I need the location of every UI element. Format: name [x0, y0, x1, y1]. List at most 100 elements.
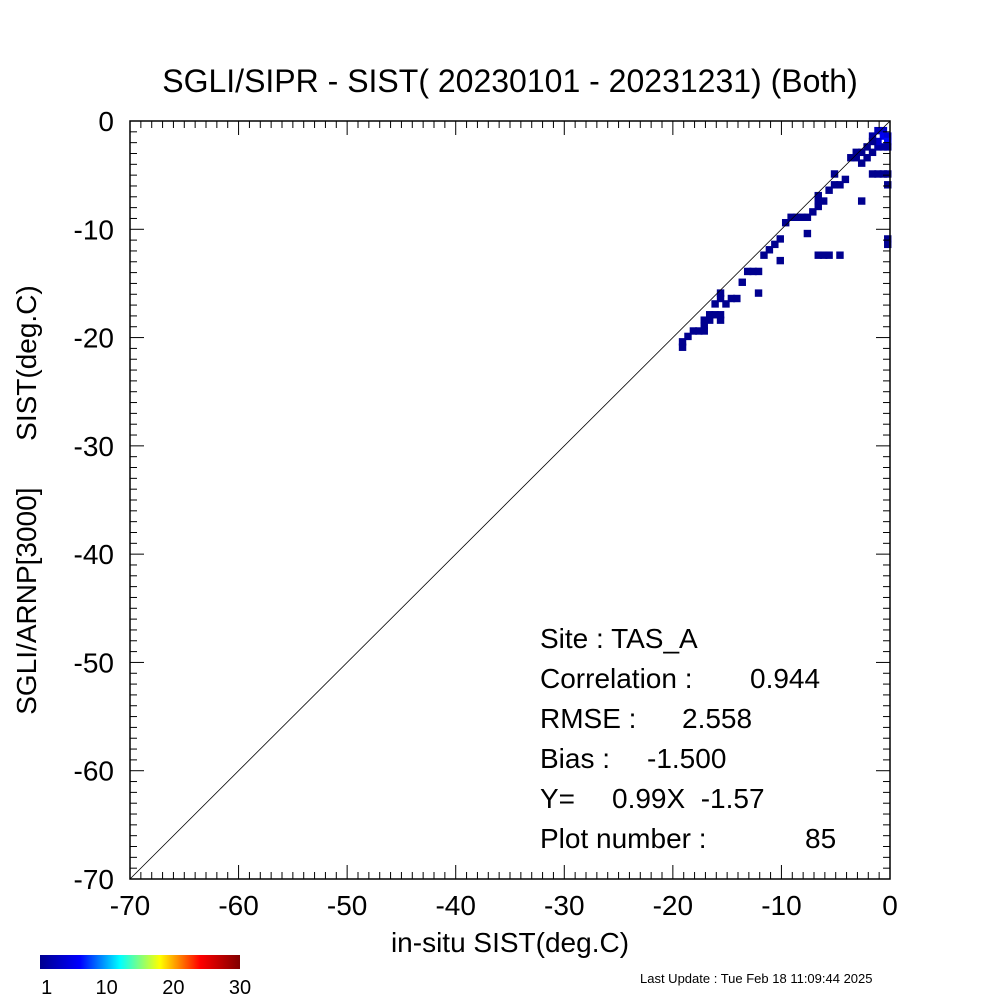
density-cell — [852, 148, 860, 157]
density-cell — [847, 154, 855, 162]
density-cell — [836, 251, 844, 259]
colorbar — [40, 955, 240, 969]
plot-frame — [129, 120, 891, 880]
density-cell — [798, 213, 806, 221]
chart-title: SGLI/SIPR - SIST( 20230101 - 20231231) (… — [162, 63, 857, 99]
x-tick-label: -60 — [218, 890, 258, 921]
density-cell — [836, 181, 844, 189]
density-cell — [874, 143, 882, 151]
x-tick-label: -70 — [110, 890, 150, 921]
density-cell — [700, 321, 708, 330]
density-cell — [754, 267, 763, 276]
density-cell — [884, 143, 892, 151]
density-cell — [711, 311, 719, 319]
colorbar-label: 1 — [41, 977, 52, 999]
density-cell — [700, 316, 708, 324]
density-cell — [738, 278, 746, 286]
minor-ticks — [130, 121, 890, 879]
density-cell — [874, 170, 882, 178]
density-cell — [716, 289, 725, 297]
density-cell — [678, 343, 687, 351]
density-cell — [684, 332, 692, 341]
y-tick-label: -50 — [74, 647, 114, 678]
density-cell — [792, 213, 801, 221]
density-cell — [879, 170, 888, 178]
density-cells — [678, 126, 892, 351]
stat-regression-label: Y= — [540, 783, 575, 814]
density-cell — [879, 126, 888, 135]
density-cell — [857, 197, 866, 205]
y-tick-label: -70 — [74, 864, 114, 895]
density-cell — [825, 186, 833, 194]
density-cell — [868, 148, 877, 157]
density-cell — [814, 251, 822, 259]
density-cell — [819, 197, 828, 205]
density-cell — [776, 235, 784, 243]
one-to-one-line — [129, 120, 891, 880]
density-cell — [705, 316, 714, 324]
density-cell — [879, 143, 888, 151]
density-cell — [760, 251, 768, 259]
density-cell — [722, 300, 730, 308]
density-cell — [863, 143, 871, 151]
y-tick-label: -40 — [74, 539, 114, 570]
y-tick-label: -10 — [74, 214, 114, 245]
density-cell — [841, 175, 850, 184]
density-cell — [776, 256, 784, 265]
y-tick-labels: 0 -10 -20 -30 -40 -50 -60 -70 — [74, 106, 114, 895]
density-cell — [705, 311, 714, 319]
x-tick-label: -10 — [761, 890, 801, 921]
density-cell — [884, 137, 892, 146]
density-cell — [814, 202, 822, 211]
density-cell — [825, 251, 833, 259]
density-cell — [700, 327, 708, 335]
density-cell — [765, 246, 774, 254]
density-cell — [803, 229, 812, 238]
density-cell — [868, 170, 877, 178]
y-axis-label: SGLI/ARNP[3000] SIST(deg.C) — [11, 285, 42, 715]
stat-correlation-value: 0.944 — [750, 663, 820, 694]
density-cell — [754, 289, 763, 297]
density-cell — [857, 159, 866, 167]
density-cell — [787, 213, 795, 221]
stat-bias-label: Bias : — [540, 743, 610, 774]
density-cell — [733, 294, 741, 303]
y-tick-label: -60 — [74, 756, 114, 787]
density-cell — [830, 181, 839, 189]
colorbar-label: 20 — [162, 977, 184, 999]
stat-rmse-value: 2.558 — [682, 703, 752, 734]
density-cell — [716, 294, 725, 303]
density-cell — [830, 170, 839, 178]
y-tick-label: 0 — [98, 106, 114, 137]
density-cell — [809, 208, 817, 216]
stat-regression-value: 0.99X -1.57 — [612, 783, 765, 814]
x-tick-label: -20 — [653, 890, 693, 921]
x-tick-label: 0 — [882, 890, 898, 921]
colorbar-label: 10 — [96, 977, 118, 999]
density-cell — [711, 300, 719, 308]
density-cell — [727, 294, 736, 303]
stats-box: Site : TAS_A Correlation : 0.944 RMSE : … — [540, 623, 836, 854]
density-cell — [874, 126, 882, 135]
density-cell — [868, 137, 877, 146]
colorbar-label: 30 — [229, 977, 251, 999]
stat-plot-number-label: Plot number : — [540, 823, 707, 854]
x-tick-labels: -70 -60 -50 -40 -30 -20 -10 0 — [110, 890, 898, 921]
density-cell — [716, 311, 725, 319]
x-tick-label: -40 — [435, 890, 475, 921]
last-update-footer: Last Update : Tue Feb 18 11:09:44 2025 — [640, 971, 873, 986]
x-axis-label: in-situ SIST(deg.C) — [391, 927, 629, 958]
density-cell — [749, 267, 757, 276]
density-cell — [678, 338, 687, 346]
stat-site: Site : TAS_A — [540, 623, 698, 654]
density-cell — [874, 137, 882, 146]
density-cell — [863, 154, 871, 162]
density-cell — [884, 240, 892, 249]
density-cell — [879, 132, 888, 140]
stat-bias-value: -1.500 — [647, 743, 726, 774]
stat-rmse-label: RMSE : — [540, 703, 636, 734]
x-tick-label: -30 — [544, 890, 584, 921]
density-cell — [814, 191, 822, 200]
density-cell — [695, 327, 703, 335]
